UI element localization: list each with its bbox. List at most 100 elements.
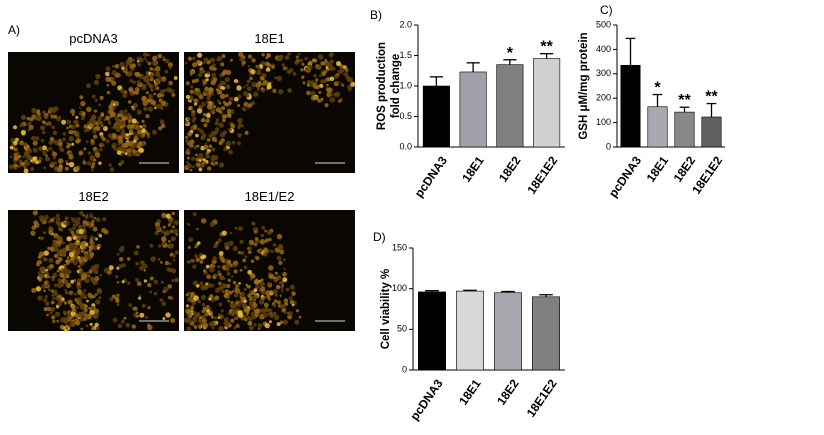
- cell-texture: [150, 87, 154, 91]
- cell-texture: [112, 103, 116, 106]
- error-bar: [466, 62, 480, 72]
- cell-texture: [78, 106, 82, 110]
- cell-texture: [236, 85, 242, 91]
- cell-texture: [205, 264, 210, 269]
- cell-texture: [256, 66, 261, 70]
- cell-texture: [266, 84, 272, 90]
- cell-texture: [74, 132, 78, 135]
- cell-texture: [86, 313, 92, 320]
- cell-texture: [162, 58, 166, 62]
- cell-texture: [144, 57, 147, 61]
- cell-texture: [55, 259, 60, 264]
- cell-texture: [326, 87, 331, 93]
- cell-texture: [131, 107, 136, 111]
- cell-texture: [76, 281, 81, 286]
- cell-texture: [82, 256, 88, 263]
- cell-texture: [233, 96, 239, 102]
- cell-texture: [326, 83, 329, 87]
- cell-texture: [43, 298, 48, 303]
- cell-texture: [75, 249, 81, 255]
- cell-texture: [278, 260, 283, 265]
- cell-texture: [264, 309, 268, 313]
- cell-texture: [148, 93, 153, 99]
- cell-texture: [170, 229, 174, 233]
- cell-texture: [26, 155, 32, 161]
- cell-texture: [89, 309, 95, 315]
- bar: [422, 85, 450, 148]
- cell-texture: [236, 284, 240, 288]
- cell-texture: [44, 156, 50, 162]
- bar: [647, 106, 668, 148]
- cell-texture: [221, 71, 226, 76]
- cell-texture: [47, 246, 51, 251]
- cell-texture: [130, 124, 135, 129]
- cell-texture: [79, 234, 83, 239]
- cell-texture: [175, 233, 179, 236]
- cell-texture: [210, 161, 215, 166]
- cell-texture: [209, 294, 214, 299]
- cell-texture: [226, 272, 231, 276]
- cell-texture: [120, 319, 125, 324]
- cell-texture: [249, 76, 253, 81]
- cell-texture: [78, 228, 84, 235]
- cell-texture: [243, 307, 250, 313]
- cell-texture: [224, 242, 230, 248]
- cell-texture: [343, 72, 348, 77]
- cell-texture: [135, 314, 139, 318]
- cell-texture: [208, 307, 212, 310]
- cell-texture: [189, 291, 196, 298]
- cell-texture: [287, 88, 292, 93]
- error-bar: [652, 93, 663, 107]
- cell-texture: [278, 89, 284, 95]
- cell-texture: [68, 161, 75, 168]
- cell-texture: [42, 110, 46, 114]
- cell-texture: [156, 86, 160, 90]
- cell-texture: [280, 289, 284, 293]
- cell-texture: [187, 291, 190, 294]
- cell-texture: [116, 150, 122, 155]
- cell-texture: [44, 214, 49, 220]
- cell-texture: [94, 322, 99, 328]
- cell-texture: [265, 61, 270, 66]
- cell-texture: [248, 239, 255, 246]
- cell-texture: [210, 296, 216, 302]
- cell-texture: [91, 303, 96, 308]
- y-axis-label: GSH μM/mg protein: [578, 32, 590, 139]
- y-tick-label: 0.0: [399, 141, 412, 151]
- cell-texture: [164, 260, 170, 266]
- cell-texture: [86, 84, 90, 88]
- cell-texture: [149, 77, 154, 82]
- cell-texture: [37, 260, 42, 265]
- cell-texture: [70, 304, 76, 309]
- cell-texture: [66, 236, 72, 242]
- cell-texture: [218, 101, 222, 105]
- cell-texture: [91, 162, 96, 166]
- cell-texture: [144, 315, 148, 319]
- y-tick-label: 1.5: [399, 50, 412, 60]
- cell-texture: [188, 237, 194, 243]
- cell-texture: [28, 124, 34, 130]
- cell-texture: [263, 252, 268, 257]
- error-bar: [706, 102, 717, 117]
- cell-texture: [204, 86, 209, 91]
- cell-texture: [255, 278, 259, 282]
- cell-texture: [279, 294, 282, 297]
- cell-texture: [141, 95, 147, 102]
- cell-texture: [243, 91, 248, 96]
- cell-texture: [42, 256, 47, 261]
- cell-texture: [111, 76, 115, 81]
- cell-texture: [139, 75, 143, 80]
- cell-texture: [61, 254, 64, 257]
- cell-texture: [30, 230, 36, 236]
- cell-texture: [127, 71, 133, 77]
- cell-texture: [292, 72, 297, 76]
- cell-texture: [273, 314, 280, 321]
- cell-texture: [262, 80, 269, 86]
- cell-texture: [90, 168, 94, 172]
- cell-texture: [46, 121, 51, 126]
- cell-texture: [255, 284, 260, 290]
- cell-texture: [86, 106, 92, 113]
- cell-texture: [213, 244, 218, 249]
- cell-texture: [127, 58, 131, 62]
- cell-texture: [162, 88, 167, 93]
